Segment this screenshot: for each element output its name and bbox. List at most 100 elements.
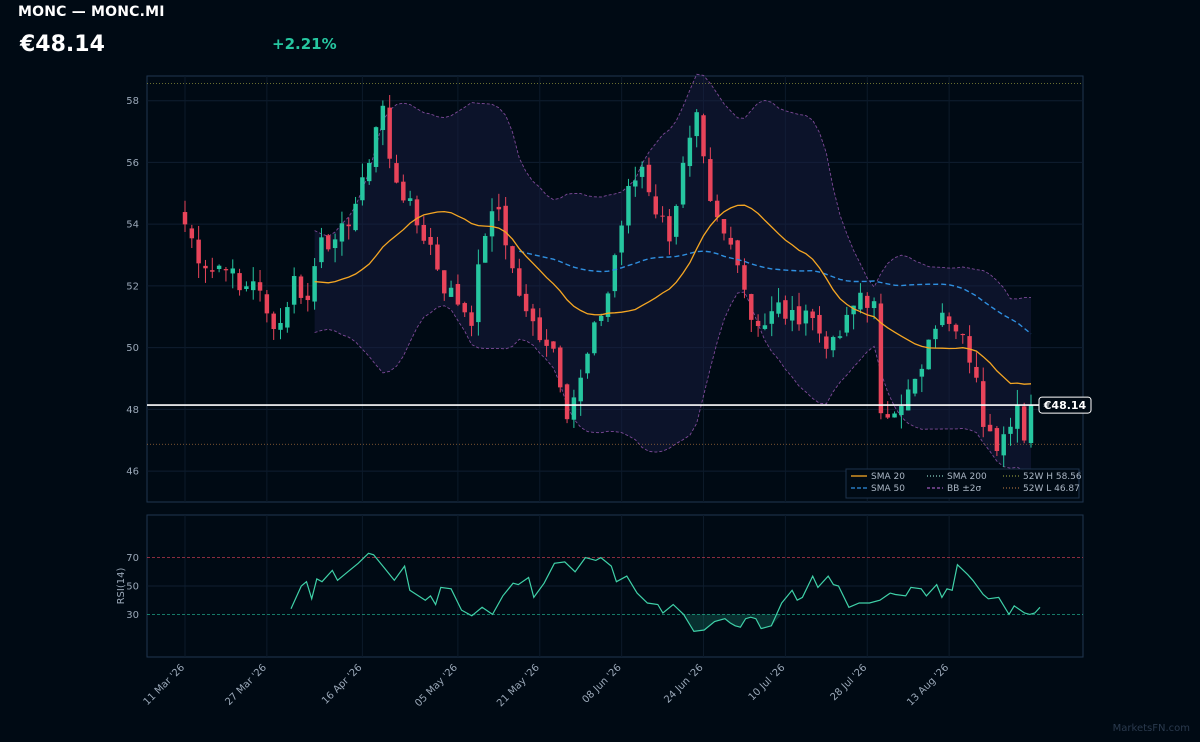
candle-body	[899, 406, 904, 416]
candle-body	[394, 163, 399, 183]
bollinger-lower-line	[314, 291, 1032, 472]
candle-body	[257, 282, 263, 291]
price-change: +2.21%	[272, 35, 337, 53]
candle-body	[544, 339, 549, 346]
legend-label: SMA 200	[947, 472, 987, 482]
x-tick-label: 21 May '26	[495, 662, 542, 709]
candle-body	[810, 311, 815, 319]
candle	[769, 296, 774, 337]
candle-body	[626, 185, 631, 226]
candle	[271, 311, 276, 340]
candle	[564, 383, 570, 424]
candle-body	[871, 301, 877, 309]
candle	[203, 259, 208, 283]
candle-body	[783, 300, 788, 319]
candle-body	[230, 268, 235, 274]
rsi-y-tick-label: 50	[126, 582, 139, 593]
candle	[789, 296, 795, 332]
candle	[619, 220, 624, 266]
candle-body	[250, 281, 256, 291]
candle	[694, 109, 699, 148]
candle	[578, 369, 583, 416]
x-tick-label: 05 May '26	[413, 662, 460, 709]
candle-body	[605, 293, 611, 317]
sma50-line	[519, 250, 1032, 335]
candle	[953, 323, 959, 340]
candle-body	[305, 295, 311, 301]
candle-body	[312, 266, 317, 302]
candle	[216, 264, 222, 273]
candle	[892, 411, 897, 418]
x-tick-label: 11 Mar '26	[142, 662, 188, 708]
candle-body	[278, 322, 283, 330]
candle	[455, 274, 461, 307]
candle-body	[428, 236, 433, 245]
candle-body	[878, 303, 884, 414]
candle-body	[865, 295, 870, 308]
candle	[346, 217, 351, 240]
candle	[278, 308, 283, 340]
candle-body	[462, 303, 467, 313]
candle	[510, 245, 515, 274]
candle	[612, 253, 618, 298]
x-tick-label: 13 Aug '26	[905, 662, 951, 708]
ticker-title: MONC — MONC.MI	[18, 4, 165, 20]
candle	[728, 226, 734, 250]
candle	[312, 257, 317, 310]
candle	[783, 295, 788, 325]
candle	[305, 282, 311, 312]
x-axis: 11 Mar '26 27 Mar '26 16 Apr '26 05 May '26…	[142, 662, 952, 709]
rsi-y-tick-label: 30	[126, 610, 139, 621]
candle-body	[585, 353, 590, 374]
candle	[332, 233, 338, 263]
candle	[660, 206, 665, 223]
candle	[899, 394, 904, 429]
candle	[387, 95, 392, 169]
candle	[298, 274, 304, 304]
candle	[489, 198, 495, 252]
candle-body	[960, 333, 966, 336]
candle	[476, 249, 481, 336]
candle-body	[401, 181, 406, 201]
candle-body	[332, 239, 338, 249]
candle-body	[407, 198, 413, 201]
candle-body	[1015, 404, 1020, 429]
candle-body	[196, 239, 201, 264]
candle-body	[912, 378, 918, 394]
candle	[885, 401, 890, 420]
candle	[639, 161, 645, 189]
last-price-label: €48.14	[1043, 399, 1087, 412]
candle-body	[326, 235, 331, 250]
candle	[817, 306, 822, 343]
candle	[974, 352, 979, 383]
candle-body	[380, 105, 386, 131]
candle	[592, 321, 597, 356]
candle	[960, 333, 966, 344]
candle-body	[701, 115, 706, 157]
candle-body	[210, 270, 215, 272]
candle	[824, 331, 829, 359]
candle-body	[687, 137, 693, 167]
candle	[285, 301, 290, 333]
candle-body	[721, 218, 727, 234]
candle-body	[851, 305, 856, 315]
candle	[871, 297, 877, 320]
y-tick-label: 46	[126, 467, 139, 478]
candle-body	[919, 368, 925, 377]
candle-body	[885, 414, 890, 418]
candle	[1015, 389, 1020, 443]
watermark: MarketsFN.com	[1112, 723, 1190, 734]
bollinger-band-fill	[314, 74, 1031, 471]
candle	[353, 196, 358, 232]
candle-body	[1001, 434, 1006, 456]
candle-body	[319, 237, 324, 263]
candle	[414, 195, 420, 234]
candle	[291, 267, 297, 314]
candle-body	[510, 246, 515, 269]
candle	[926, 339, 931, 370]
y-tick-label: 50	[126, 343, 139, 354]
legend-label: SMA 50	[871, 484, 905, 494]
candle	[844, 306, 850, 337]
candle-body	[244, 286, 249, 290]
candle	[646, 157, 652, 197]
